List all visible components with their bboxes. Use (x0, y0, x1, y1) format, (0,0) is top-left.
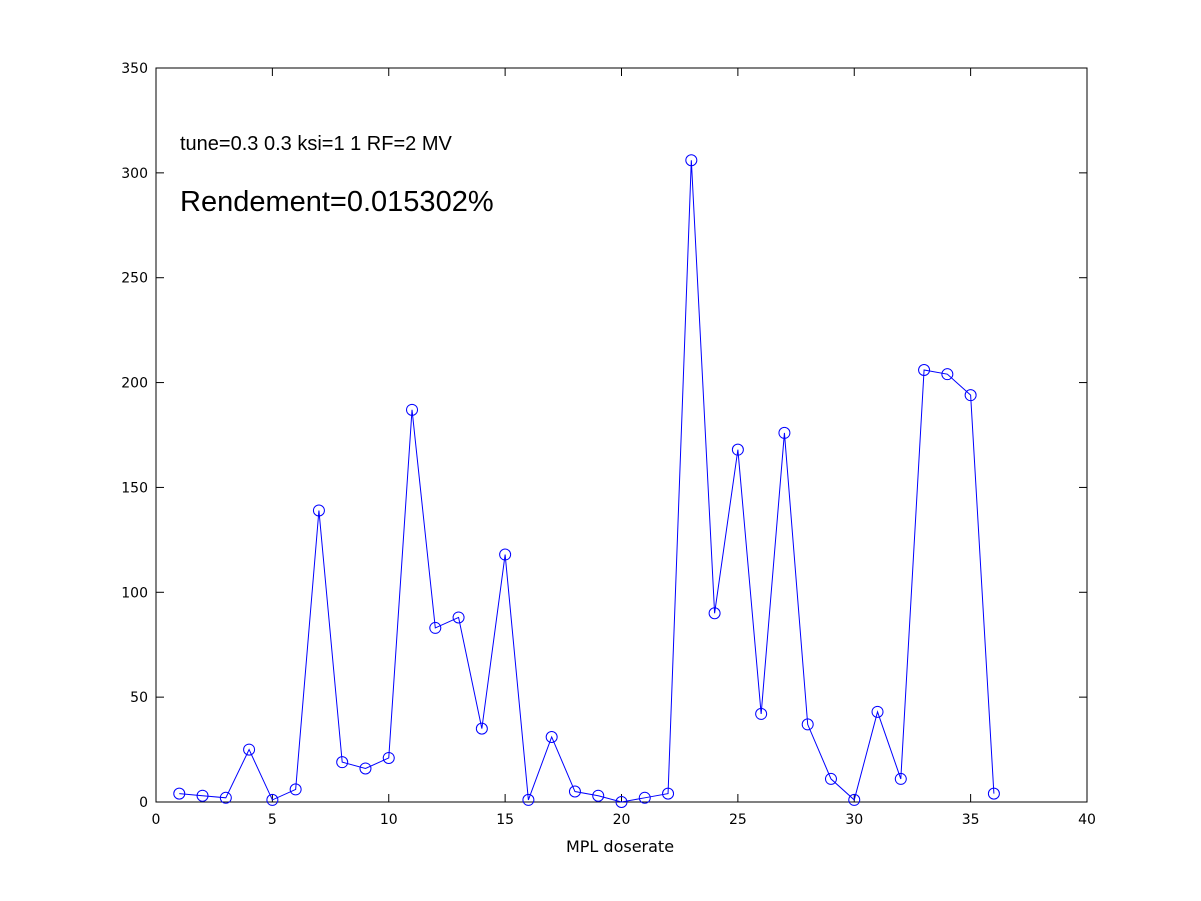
data-point (848, 793, 861, 806)
series-line (179, 160, 995, 803)
data-point (452, 611, 465, 624)
data-point (382, 751, 395, 764)
data-point (545, 730, 558, 743)
y-tick-label: 200 (121, 376, 148, 392)
data-markers (173, 154, 1000, 808)
data-point (429, 621, 442, 634)
x-tick-label: 40 (1078, 812, 1096, 828)
data-point (662, 787, 675, 800)
data-point (592, 789, 605, 802)
y-tick-label: 100 (121, 585, 148, 601)
data-point (359, 762, 372, 775)
data-point (918, 363, 931, 376)
data-point (801, 718, 814, 731)
data-point (824, 772, 837, 785)
annotation-rendement: Rendement=0.015302% (180, 186, 494, 218)
data-point (615, 796, 628, 808)
data-point (266, 793, 279, 806)
plot-area (155, 67, 1088, 803)
data-point (219, 791, 232, 804)
x-tick-label: 5 (268, 812, 277, 828)
data-point (522, 793, 535, 806)
data-point (475, 722, 488, 735)
data-point (708, 607, 721, 620)
y-tick-label: 250 (121, 271, 148, 287)
x-axis-label: MPL doserate (566, 837, 674, 856)
y-tick-label: 300 (121, 166, 148, 182)
x-tick-label: 20 (613, 812, 631, 828)
x-tick-label: 0 (152, 812, 161, 828)
data-point (894, 772, 907, 785)
data-point (289, 783, 302, 796)
data-point (568, 785, 581, 798)
data-point (336, 756, 349, 769)
data-point (406, 403, 419, 416)
data-point (731, 443, 744, 456)
data-point (638, 791, 651, 804)
y-tick-label: 150 (121, 480, 148, 496)
data-point (243, 743, 256, 756)
x-tick-label: 25 (729, 812, 747, 828)
data-point (312, 504, 325, 517)
data-point (987, 787, 1000, 800)
data-point (755, 707, 768, 720)
x-tick-label: 30 (845, 812, 863, 828)
data-point (685, 154, 698, 167)
x-tick-label: 35 (962, 812, 980, 828)
data-point (173, 787, 186, 800)
data-point (778, 426, 791, 439)
y-tick-label: 50 (130, 690, 148, 706)
annotation-tune: tune=0.3 0.3 ksi=1 1 RF=2 MV (180, 133, 452, 155)
data-point (871, 705, 884, 718)
data-point (196, 789, 209, 802)
x-tick-label: 10 (380, 812, 398, 828)
axis-tick-labels: 0 5 10 15 20 25 30 35 40 0 50 100 150 200 250 300 350 (121, 61, 1096, 828)
data-point (964, 389, 977, 402)
data-point (499, 548, 512, 561)
y-tick-label: 0 (139, 795, 148, 811)
x-tick-label: 15 (496, 812, 514, 828)
data-point (941, 368, 954, 381)
y-tick-label: 350 (121, 61, 148, 77)
